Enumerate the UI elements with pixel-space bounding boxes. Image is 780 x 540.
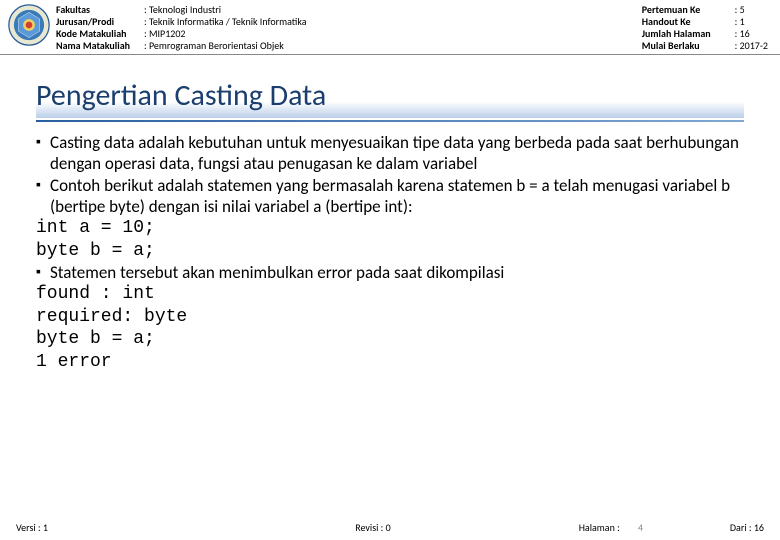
bullet-item: ▪ Statemen tersebut akan menimbulkan err… <box>36 262 744 283</box>
footer-versi: Versi : 1 <box>16 521 254 534</box>
header-metadata: Fakultas Jurusan/Prodi Kode Matakuliah N… <box>56 4 772 52</box>
page-number: 4 <box>638 521 643 534</box>
code-block: found : int required: byte byte b = a; 1… <box>36 283 744 373</box>
title-section: Pengertian Casting Data <box>36 77 744 122</box>
bullet-item: ▪ Casting data adalah kebutuhan untuk me… <box>36 132 744 175</box>
header-value: : 2017-2 <box>735 40 768 52</box>
footer: Versi : 1 Revisi : 0 Halaman : 4 Dari : … <box>0 521 780 534</box>
footer-label: Dari : <box>730 521 752 534</box>
code-line: required: byte <box>36 306 744 329</box>
header-label: Mulai Berlaku <box>642 40 711 52</box>
institution-logo-icon <box>8 4 50 46</box>
page-title: Pengertian Casting Data <box>36 77 744 120</box>
header: Fakultas Jurusan/Prodi Kode Matakuliah N… <box>0 0 780 55</box>
footer-value: 1 <box>43 521 48 534</box>
bullet-mark-icon: ▪ <box>36 175 50 218</box>
bullet-mark-icon: ▪ <box>36 132 50 175</box>
footer-label: Versi : <box>16 521 41 534</box>
bullet-item: ▪ Contoh berikut adalah statemen yang be… <box>36 175 744 218</box>
title-underline <box>36 120 744 122</box>
code-line: byte b = a; <box>36 328 744 351</box>
code-line: int a = 10; <box>36 217 744 240</box>
code-line: byte b = a; <box>36 240 744 263</box>
footer-value: 0 <box>386 521 391 534</box>
footer-label: Halaman : <box>579 521 620 534</box>
footer-revisi: Revisi : 0 <box>254 521 492 534</box>
header-label: Nama Matakuliah <box>56 40 130 52</box>
bullet-mark-icon: ▪ <box>36 262 50 283</box>
code-block: int a = 10; byte b = a; <box>36 217 744 262</box>
header-value: : Pemrograman Berorientasi Objek <box>144 40 307 52</box>
bullet-text: Contoh berikut adalah statemen yang berm… <box>50 175 744 218</box>
bullet-text: Casting data adalah kebutuhan untuk meny… <box>50 132 744 175</box>
footer-value: 16 <box>754 521 764 534</box>
footer-label: Revisi : <box>355 521 383 534</box>
footer-dari: Dari : 16 <box>730 521 764 534</box>
code-line: 1 error <box>36 351 744 374</box>
footer-halaman: Halaman : 4 <box>492 521 730 534</box>
code-line: found : int <box>36 283 744 306</box>
bullet-text: Statemen tersebut akan menimbulkan error… <box>50 262 744 283</box>
content-body: ▪ Casting data adalah kebutuhan untuk me… <box>36 132 744 373</box>
